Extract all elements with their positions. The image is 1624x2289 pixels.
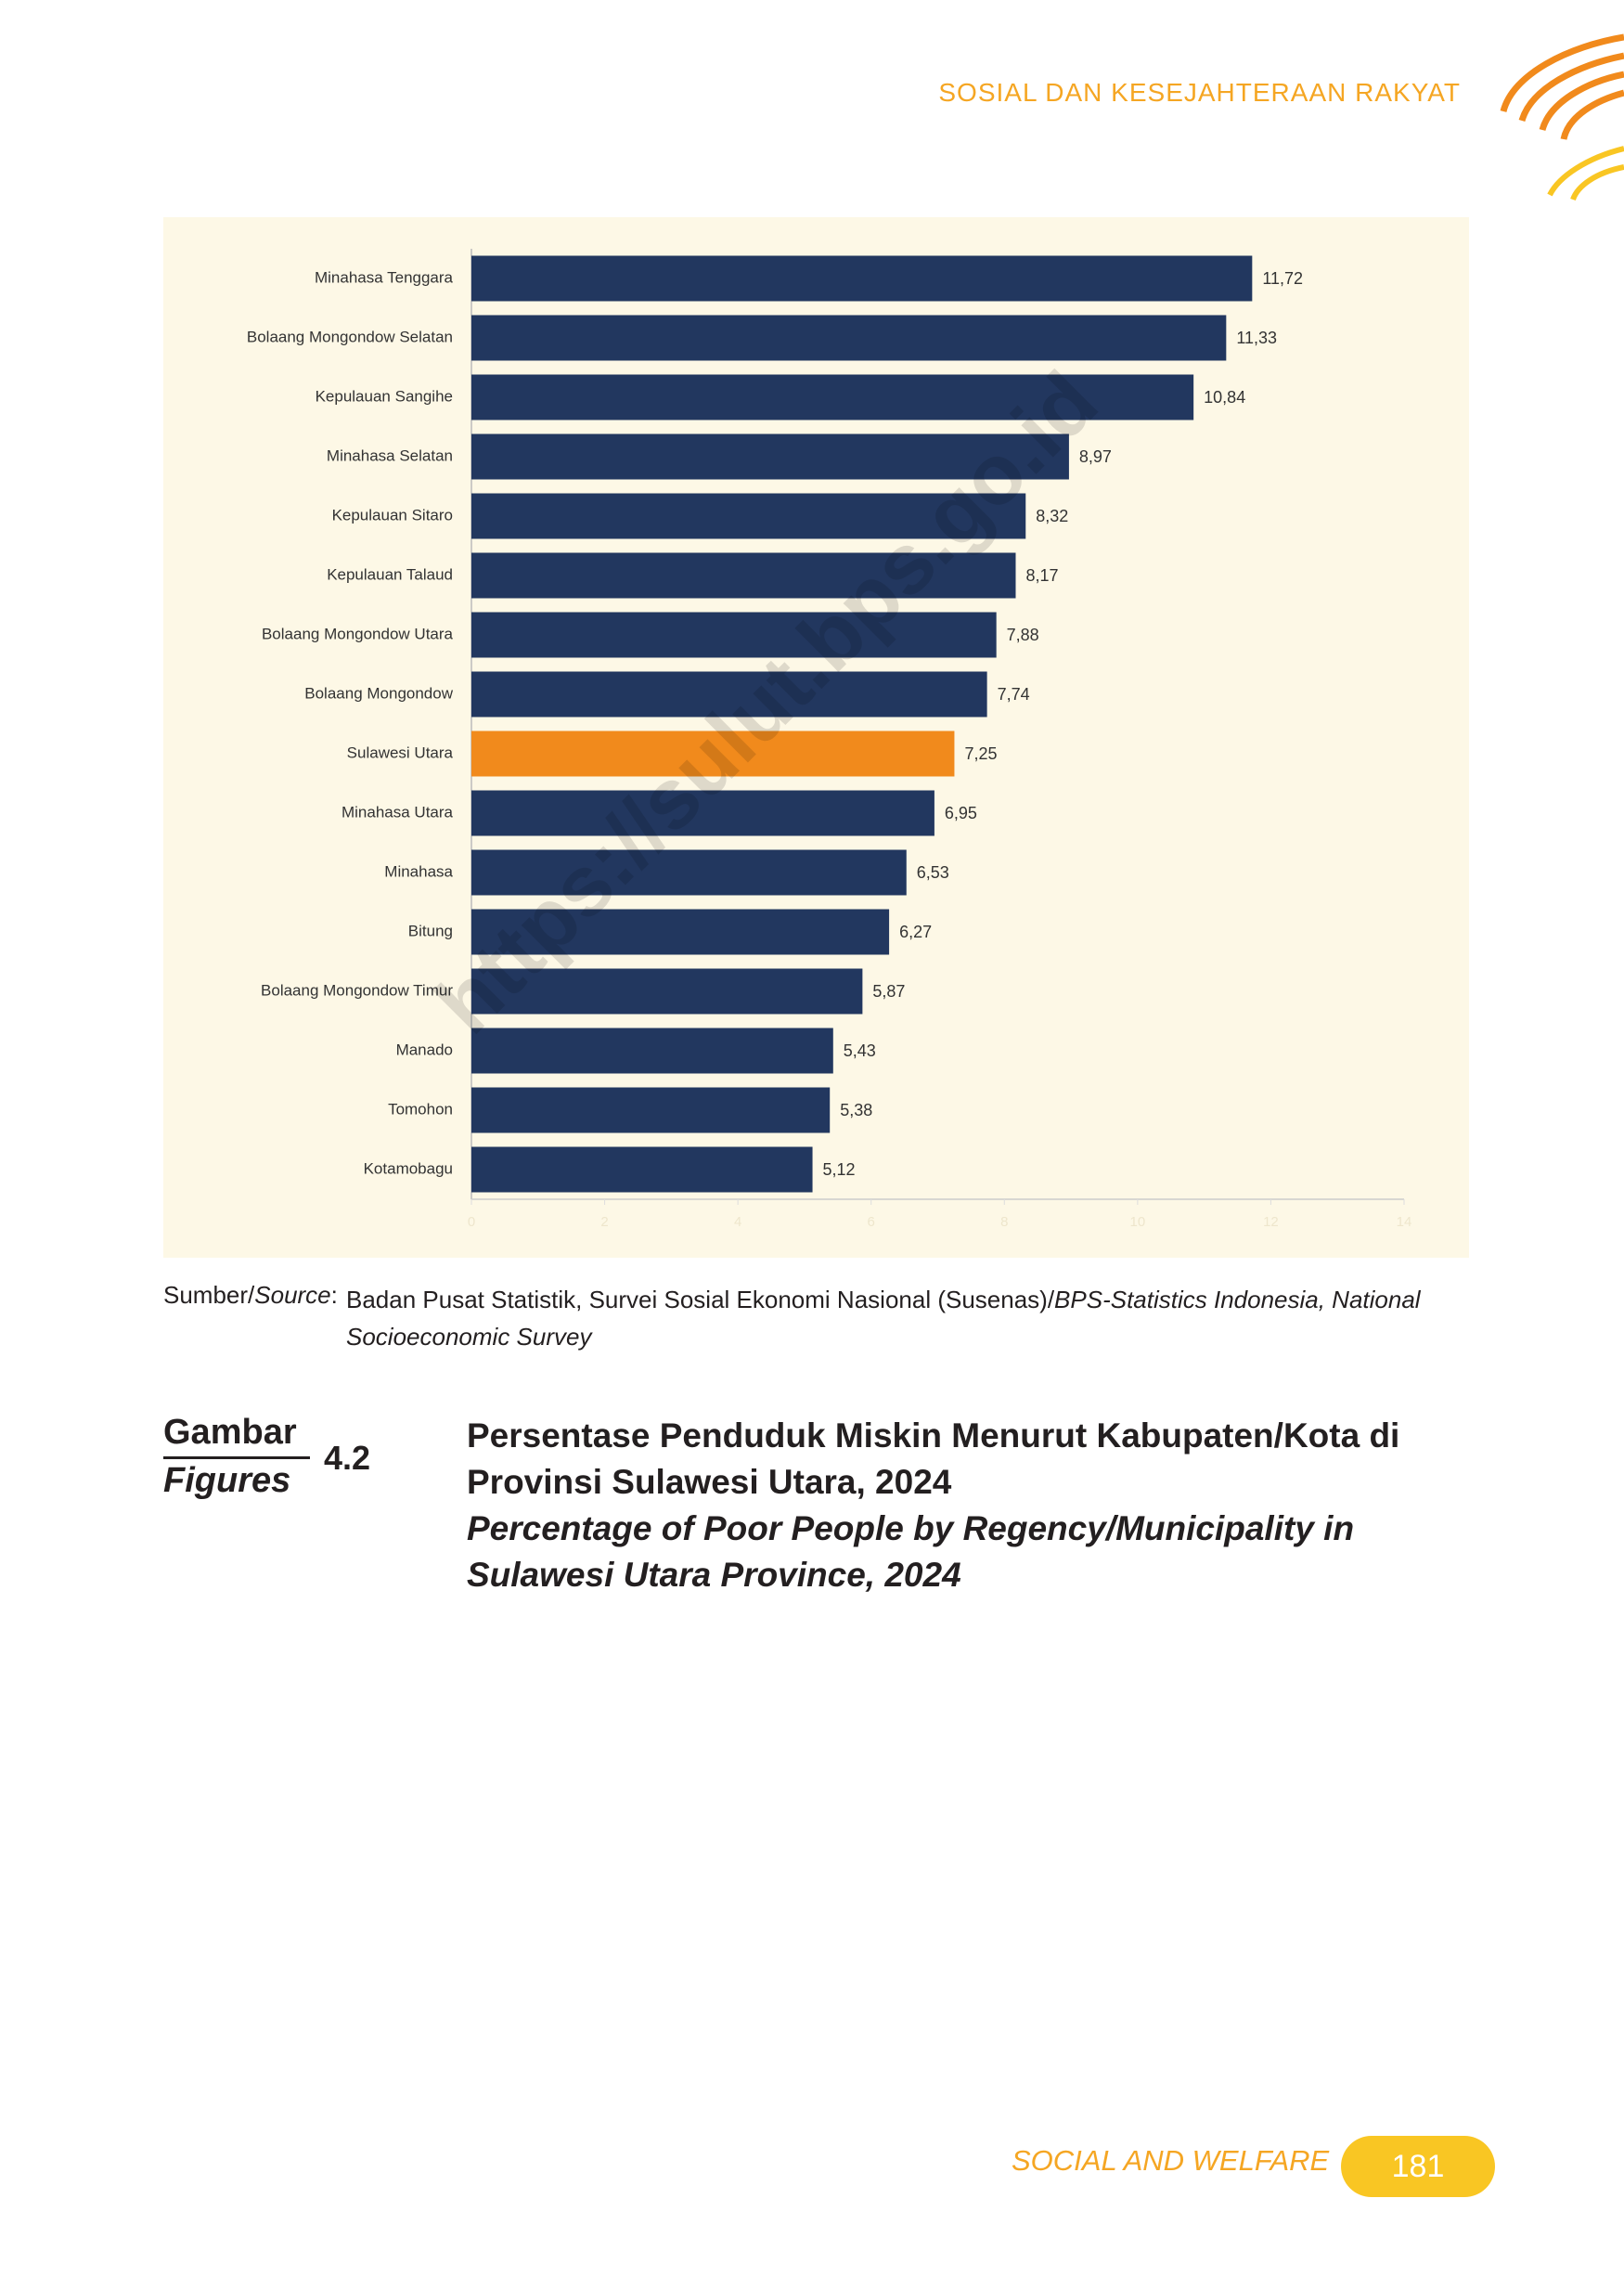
bar [471, 849, 907, 896]
category-label: Minahasa [384, 862, 453, 880]
value-label: 6,27 [899, 923, 932, 941]
x-tick-label: 12 [1263, 1214, 1279, 1230]
figure-number: 4.2 [324, 1439, 371, 1477]
chart: 0 2 4 6 8 10 12 14 Minahasa Tenggara 11,72 Bolaang… [163, 217, 1469, 1258]
value-label: 11,33 [1236, 329, 1277, 347]
category-label: Minahasa Tenggara [315, 268, 454, 286]
category-label: Kepulauan Sangihe [316, 387, 453, 405]
bar [471, 671, 987, 718]
category-label: Bolaang Mongondow Timur [261, 981, 453, 999]
value-label: 8,17 [1025, 566, 1058, 585]
bar [471, 731, 955, 777]
bar [471, 315, 1227, 361]
decoration [1500, 33, 1624, 201]
category-label: Kepulauan Talaud [327, 565, 453, 583]
value-label: 10,84 [1204, 388, 1245, 407]
figure-title: Persentase Penduduk Miskin Menurut Kabup… [467, 1416, 1400, 1501]
bar [471, 255, 1253, 302]
category-label: Kotamobagu [364, 1159, 453, 1177]
bar [471, 374, 1194, 420]
x-tick-label: 14 [1397, 1214, 1412, 1230]
footer-section: SOCIAL AND WELFARE [1012, 2144, 1330, 2177]
source-text: Badan Pusat Statistik, Survei Sosial Eko… [346, 1281, 1432, 1355]
category-label: Sulawesi Utara [347, 744, 454, 761]
value-label: 6,53 [917, 863, 949, 882]
bar [471, 493, 1026, 539]
x-tick-label: 2 [600, 1214, 608, 1230]
bar [471, 612, 997, 658]
category-label: Kepulauan Sitaro [332, 506, 453, 524]
category-label: Minahasa Selatan [327, 446, 453, 464]
value-label: 8,32 [1036, 507, 1068, 525]
bar [471, 1087, 831, 1133]
x-tick-label: 4 [734, 1214, 741, 1230]
bar [471, 1146, 813, 1193]
page-number: 181 [1341, 2136, 1495, 2197]
value-label: 5,12 [823, 1160, 856, 1179]
source-label-text: Sumber/ [163, 1281, 255, 1309]
value-label: 7,25 [964, 744, 997, 763]
source-label: Sumber/Source: [163, 1281, 338, 1310]
category-label: Minahasa Utara [342, 803, 454, 821]
source-body-italic: BPS-Statistics Indonesia, National Socio… [346, 1286, 1421, 1351]
figure-label-en: Figures [163, 1461, 291, 1500]
value-label: 5,87 [872, 982, 905, 1001]
bar [471, 790, 934, 836]
bar [471, 1028, 833, 1074]
header-section: SOSIAL DAN KESEJAHTERAAN RAKYAT [938, 78, 1461, 107]
bar [471, 909, 890, 955]
bar [471, 968, 863, 1015]
figure-label: Gambar [163, 1413, 310, 1459]
source-body: Badan Pusat Statistik, Survei Sosial Eko… [346, 1286, 1055, 1313]
value-label: 6,95 [945, 804, 977, 822]
x-tick-label: 6 [868, 1214, 875, 1230]
category-label: Bolaang Mongondow [304, 684, 453, 702]
x-tick-label: 10 [1130, 1214, 1146, 1230]
source-colon: : [330, 1281, 338, 1309]
category-label: Bolaang Mongondow Selatan [247, 328, 453, 345]
value-label: 11,72 [1262, 269, 1303, 288]
category-label: Tomohon [388, 1100, 453, 1118]
category-label: Bolaang Mongondow Utara [262, 625, 454, 642]
value-label: 5,38 [840, 1101, 872, 1119]
value-label: 8,97 [1079, 447, 1112, 466]
x-tick-label: 8 [1000, 1214, 1008, 1230]
category-label: Bitung [408, 922, 453, 939]
x-tick-label: 0 [468, 1214, 475, 1230]
bar [471, 552, 1016, 599]
bar [471, 433, 1069, 480]
source-label-italic: Source [254, 1281, 331, 1309]
value-label: 7,74 [998, 685, 1030, 704]
value-label: 5,43 [844, 1041, 876, 1060]
category-label: Manado [396, 1041, 453, 1058]
figure-title-en: Percentage of Poor People by Regency/Mun… [467, 1509, 1355, 1594]
value-label: 7,88 [1007, 626, 1039, 644]
